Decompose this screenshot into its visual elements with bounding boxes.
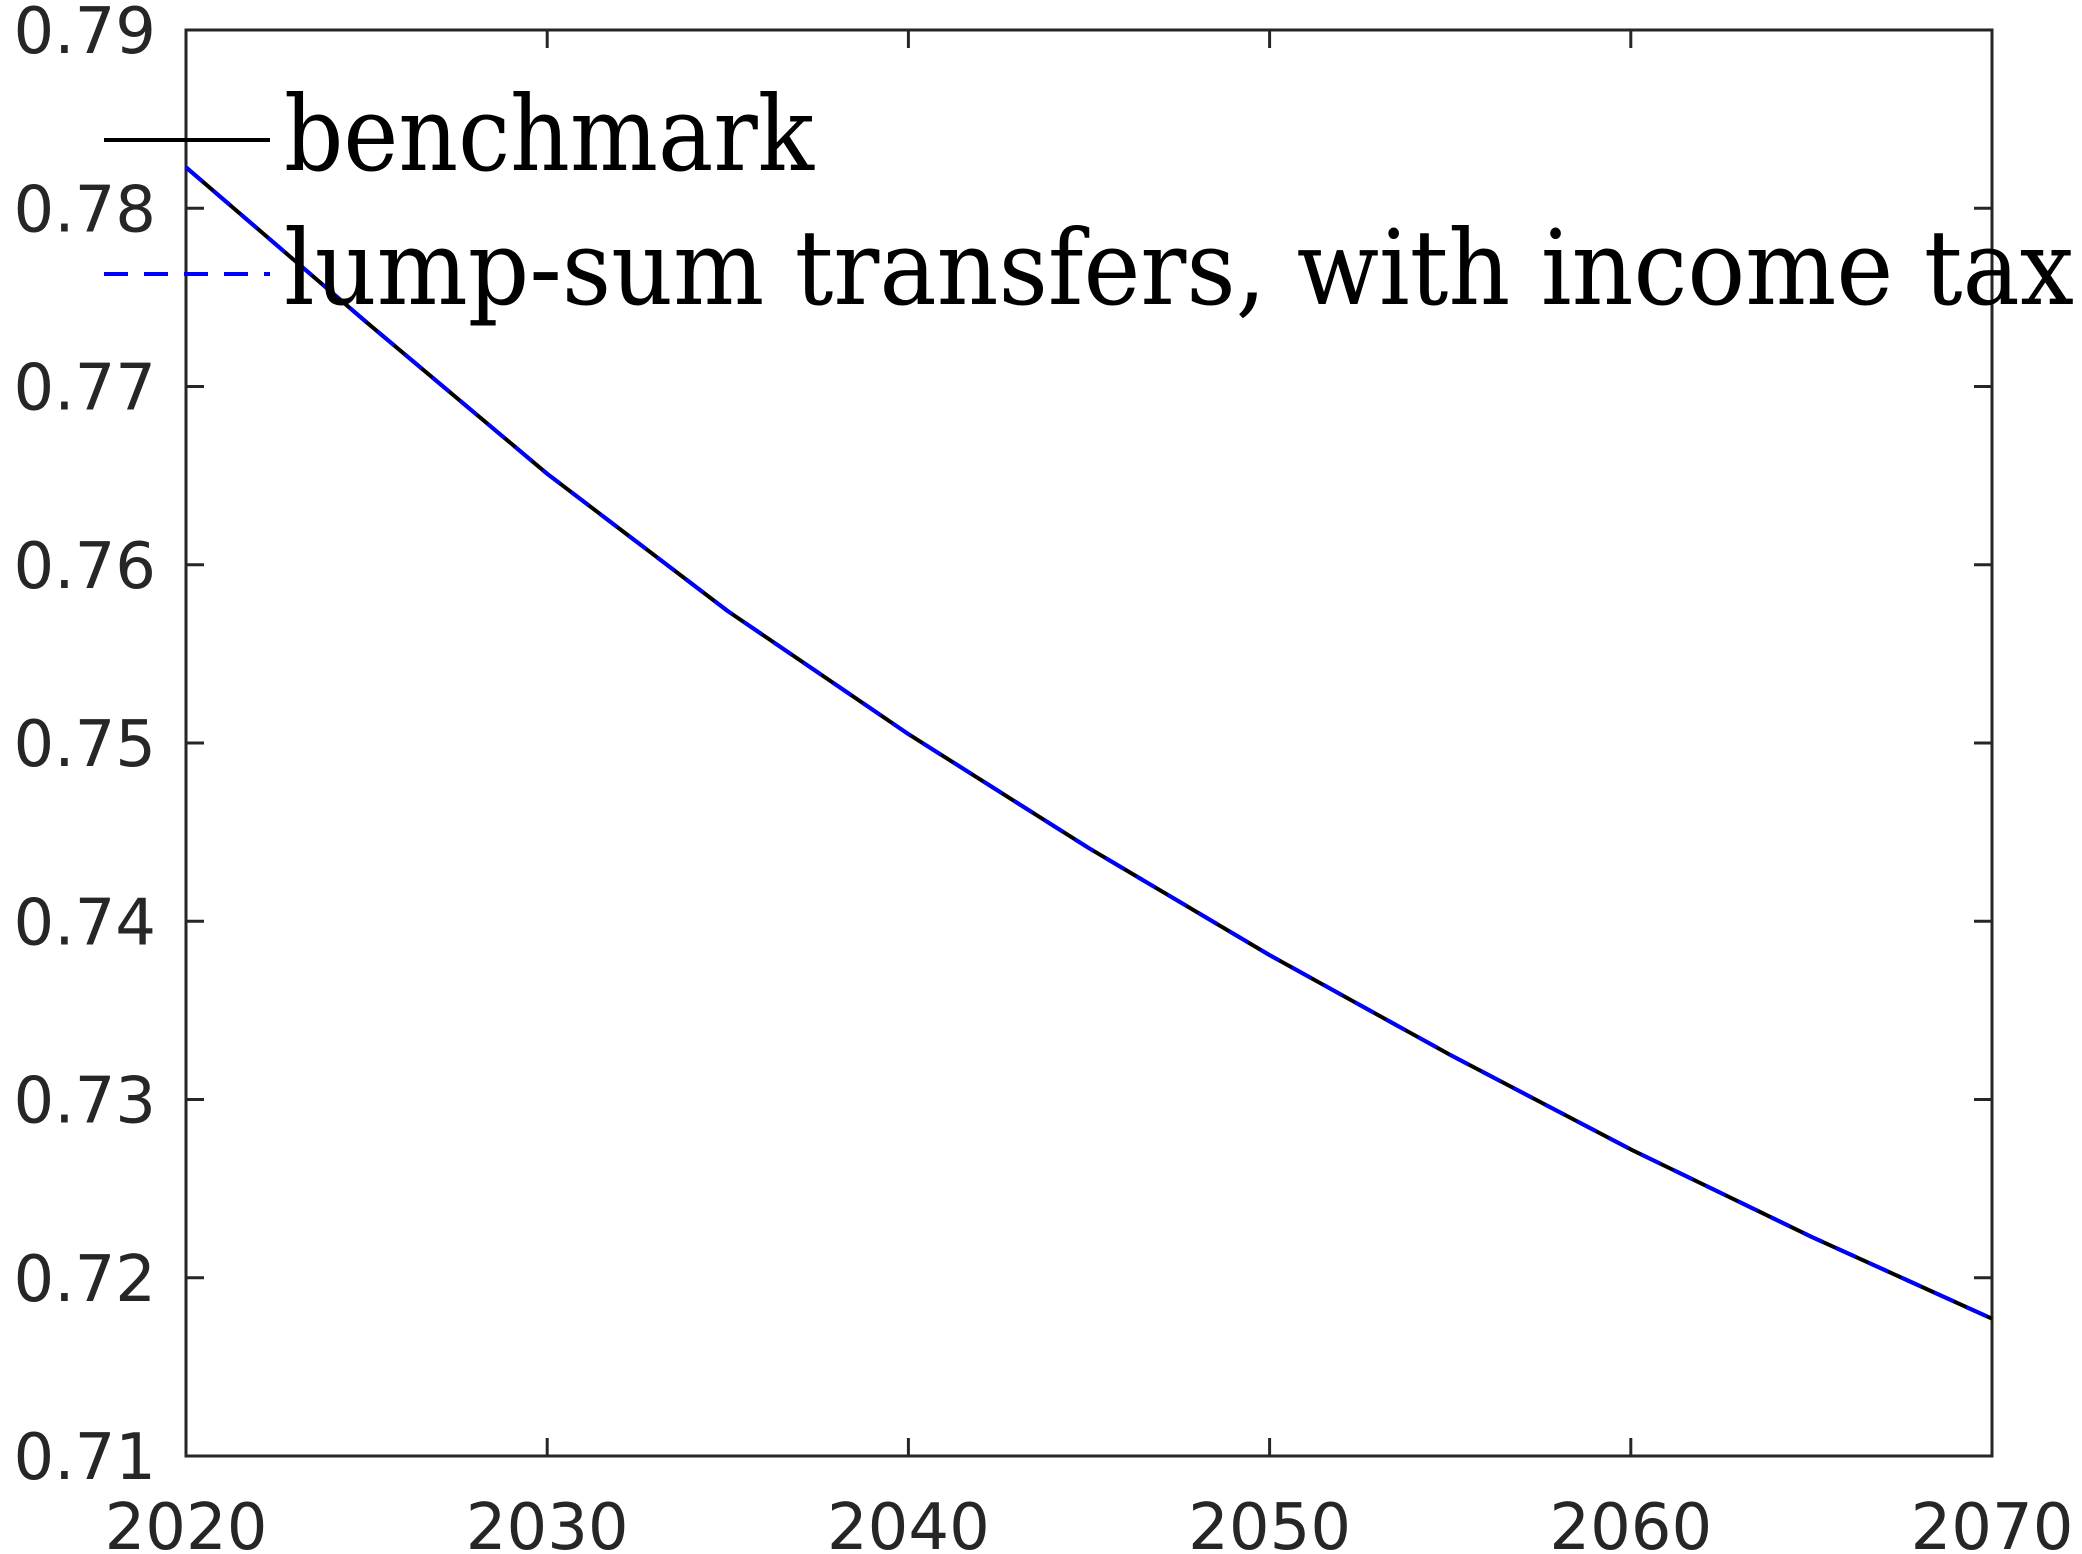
x-tick-label: 2070 [1911, 1491, 2074, 1554]
y-tick-label: 0.75 [14, 708, 157, 782]
y-tick-label: 0.78 [14, 173, 157, 247]
y-tick-label: 0.76 [14, 530, 157, 604]
x-tick-label: 2050 [1188, 1491, 1351, 1554]
x-tick-label: 2040 [827, 1491, 990, 1554]
legend-label-1: lump-sum transfers, with income tax [284, 207, 2074, 329]
x-tick-label: 2030 [466, 1491, 629, 1554]
y-tick-label: 0.71 [14, 1421, 157, 1495]
series-line-0 [184, 165, 1993, 1321]
series-line-1 [184, 165, 1993, 1321]
x-tick-labels: 2020 2030 2040 2050 2060 2070 [105, 1491, 2074, 1554]
y-tick-labels: 0.71 0.72 0.73 0.74 0.75 0.76 0.77 0.78 0.79 [14, 0, 157, 1495]
x-tick-label: 2020 [105, 1491, 268, 1554]
y-tick-label: 0.73 [14, 1065, 157, 1139]
series-lines [184, 165, 1993, 1321]
y-tick-label: 0.74 [14, 886, 157, 960]
x-tick-label: 2060 [1549, 1491, 1712, 1554]
y-tick-label: 0.79 [14, 0, 157, 69]
y-tick-label: 0.77 [14, 352, 157, 426]
axis-ticks [184, 28, 1994, 1458]
legend-label-0: benchmark [284, 73, 815, 195]
y-tick-label: 0.72 [14, 1243, 157, 1317]
